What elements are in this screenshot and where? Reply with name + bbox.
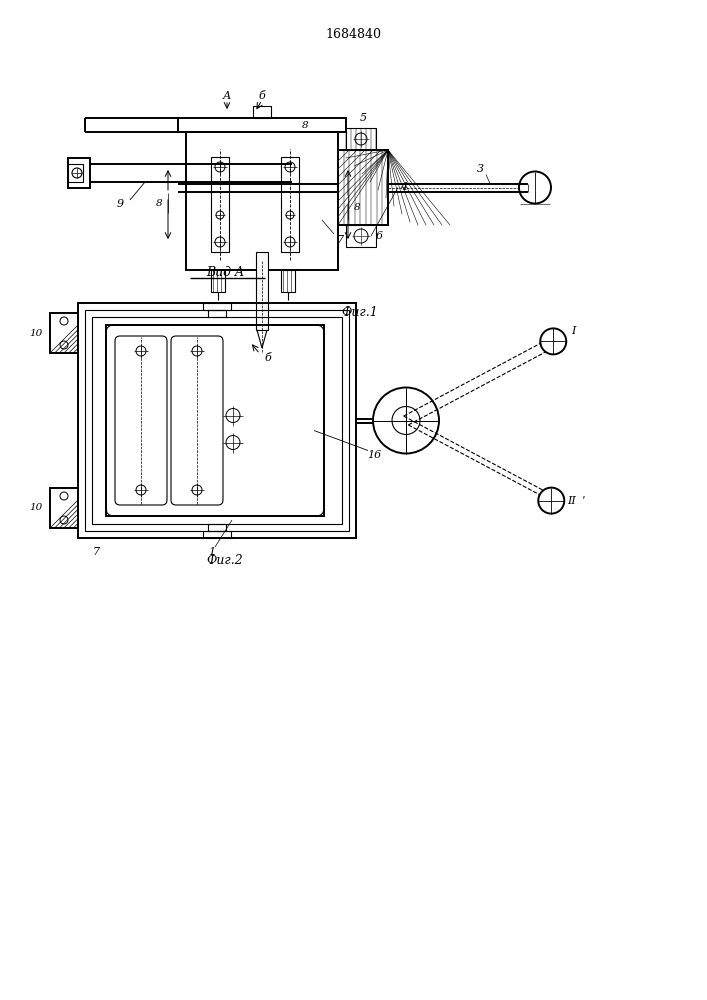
- Text: 9: 9: [117, 199, 124, 209]
- Bar: [208, 310, 226, 317]
- Text: б: б: [264, 353, 271, 363]
- Bar: [253, 106, 271, 118]
- Bar: [85, 310, 349, 531]
- Bar: [281, 157, 299, 252]
- Text: 4: 4: [400, 182, 407, 192]
- Text: 5: 5: [359, 113, 366, 123]
- Text: 10: 10: [30, 504, 42, 512]
- Text: II: II: [567, 496, 575, 506]
- Bar: [203, 531, 231, 538]
- Circle shape: [538, 488, 564, 514]
- Bar: [211, 270, 225, 292]
- Text: 3: 3: [477, 164, 484, 174]
- Bar: [50, 313, 78, 353]
- Text: 7: 7: [93, 547, 100, 557]
- Bar: [208, 524, 226, 531]
- Text: 16: 16: [367, 450, 381, 460]
- Bar: [78, 303, 356, 538]
- Circle shape: [540, 328, 566, 354]
- Text: Фиг.1: Фиг.1: [341, 306, 378, 318]
- Circle shape: [519, 172, 551, 204]
- Circle shape: [373, 387, 439, 454]
- Text: I: I: [571, 326, 575, 336]
- Text: Фиг.2: Фиг.2: [206, 554, 243, 566]
- Bar: [178, 118, 346, 132]
- Text: 1: 1: [209, 547, 216, 557]
- Text: 8: 8: [302, 121, 308, 130]
- Bar: [186, 132, 338, 270]
- Bar: [92, 317, 342, 524]
- Text: 8: 8: [354, 204, 361, 213]
- Bar: [211, 157, 229, 252]
- Text: А: А: [223, 91, 231, 101]
- Text: 1684840: 1684840: [325, 27, 381, 40]
- Circle shape: [72, 168, 82, 178]
- Bar: [68, 164, 83, 182]
- Bar: [203, 303, 231, 310]
- Bar: [50, 488, 78, 528]
- Bar: [346, 128, 376, 150]
- Bar: [106, 325, 324, 516]
- Bar: [346, 225, 376, 247]
- Bar: [281, 270, 295, 292]
- Bar: [68, 158, 90, 188]
- Text: б: б: [259, 91, 265, 101]
- Text: 10: 10: [30, 328, 42, 338]
- Text: ’: ’: [582, 496, 585, 506]
- Text: 7: 7: [337, 235, 344, 245]
- Bar: [256, 252, 268, 330]
- Text: 6: 6: [375, 231, 382, 241]
- Text: Вид A: Вид A: [206, 265, 244, 278]
- Text: 8: 8: [156, 198, 163, 208]
- Bar: [338, 150, 388, 225]
